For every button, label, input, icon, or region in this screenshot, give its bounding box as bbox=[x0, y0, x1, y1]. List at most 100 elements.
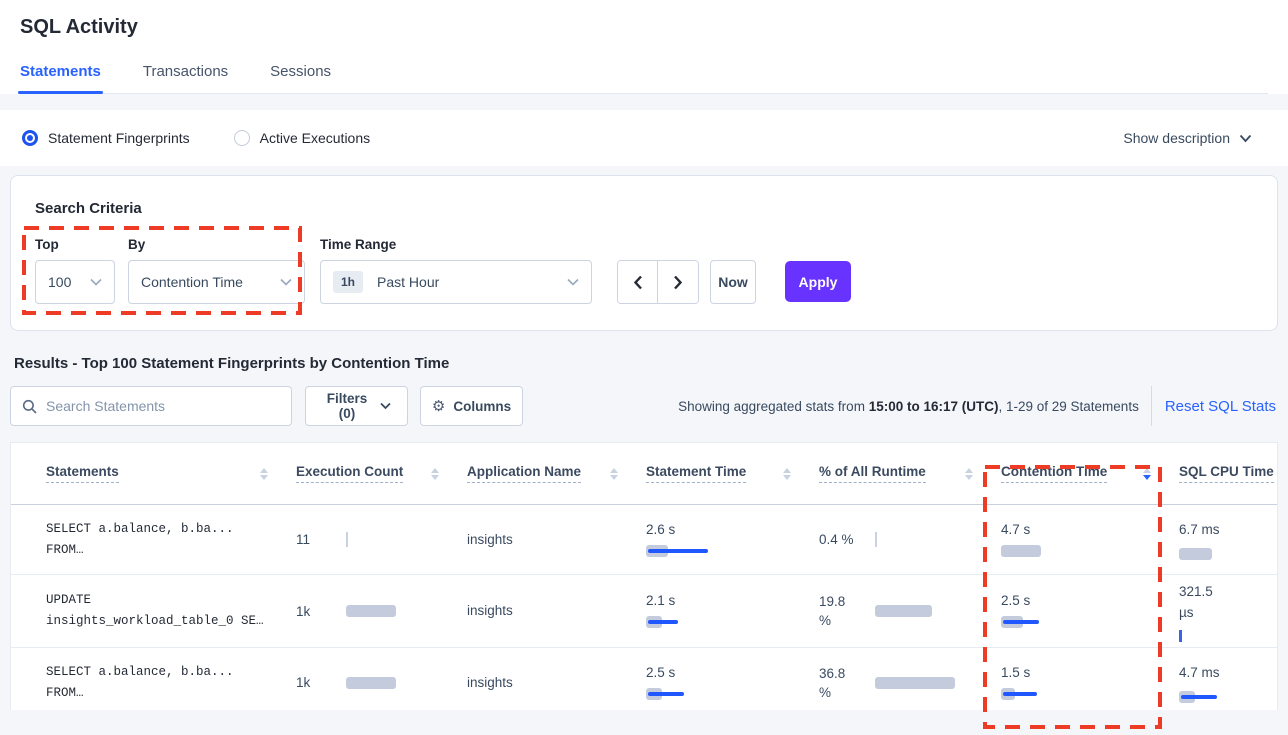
radio-label: Statement Fingerprints bbox=[48, 130, 190, 146]
sort-caret-icon[interactable] bbox=[965, 467, 973, 480]
value-bar bbox=[346, 532, 348, 547]
time-range-badge: 1h bbox=[333, 271, 364, 293]
radio-label: Active Executions bbox=[259, 130, 371, 146]
cell-value: 4.7 ms bbox=[1179, 664, 1220, 680]
sort-caret-icon[interactable] bbox=[1143, 467, 1151, 480]
reset-sql-stats-link[interactable]: Reset SQL Stats bbox=[1164, 397, 1276, 415]
aggregated-stats-text: Showing aggregated stats from 15:00 to 1… bbox=[678, 398, 1139, 414]
time-range-value: Past Hour bbox=[377, 274, 440, 290]
column-label: % of All Runtime bbox=[819, 464, 926, 483]
contention-time-cell: 2.5 s bbox=[1001, 593, 1179, 629]
statement-fingerprint-link[interactable]: UPDATE insights_workload_table_0 SE… bbox=[46, 593, 264, 628]
table-row: SELECT a.balance, b.ba... FROM… 11 insights… bbox=[11, 505, 1277, 575]
value-bar bbox=[346, 604, 396, 618]
value-bar bbox=[875, 532, 877, 547]
pct-runtime-cell: 19.8 % bbox=[819, 592, 1001, 630]
page-header: SQL Activity Statements Transactions Ses… bbox=[0, 0, 1288, 94]
search-criteria-heading: Search Criteria bbox=[35, 200, 142, 217]
filters-label: Filters (0) bbox=[326, 391, 368, 421]
cell-value: insights bbox=[467, 531, 513, 547]
application-name-cell: insights bbox=[467, 531, 646, 549]
chevron-down-icon bbox=[380, 402, 391, 410]
cell-value: 11 bbox=[296, 532, 311, 547]
radio-statement-fingerprints[interactable]: Statement Fingerprints bbox=[22, 130, 190, 146]
filters-button[interactable]: Filters (0) bbox=[305, 386, 408, 426]
execution-count-cell: 1k bbox=[296, 604, 467, 619]
divider bbox=[1150, 386, 1152, 426]
view-toggle-bar: Statement Fingerprints Active Executions… bbox=[0, 110, 1288, 166]
pct-runtime-cell: 36.8 % bbox=[819, 664, 1001, 702]
value-bar bbox=[1001, 687, 1037, 701]
cell-value: 2.1 s bbox=[646, 593, 676, 608]
tab-bar: Statements Transactions Sessions bbox=[18, 63, 1268, 94]
search-statements-input[interactable] bbox=[46, 398, 280, 414]
columns-button[interactable]: ⚙ Columns bbox=[420, 386, 523, 426]
page-title: SQL Activity bbox=[20, 16, 138, 38]
cell-value: 2.6 s bbox=[646, 521, 676, 537]
value-bar bbox=[646, 544, 708, 558]
by-select[interactable]: Contention Time bbox=[128, 260, 305, 304]
statement-time-cell: 2.5 s bbox=[646, 665, 819, 701]
cell-value: 1k bbox=[296, 603, 311, 619]
column-header-sql-cpu-time[interactable]: SQL CPU Time bbox=[1179, 464, 1277, 483]
gear-icon: ⚙ bbox=[431, 398, 446, 415]
radio-selected-icon[interactable] bbox=[22, 130, 38, 146]
chevron-down-icon bbox=[280, 278, 292, 286]
value-bar bbox=[346, 676, 396, 690]
sort-caret-icon[interactable] bbox=[260, 467, 268, 480]
sql-cpu-time-cell: 321.5 µs bbox=[1179, 581, 1277, 642]
radio-unselected-icon[interactable] bbox=[233, 130, 250, 146]
tab-sessions[interactable]: Sessions bbox=[270, 63, 332, 80]
time-range-label: Time Range bbox=[320, 237, 397, 252]
cell-value: 36.8 % bbox=[819, 665, 846, 700]
top-select[interactable]: 100 bbox=[35, 260, 115, 304]
column-header-statements[interactable]: Statements bbox=[46, 464, 296, 483]
results-toolbar: Filters (0) ⚙ Columns Showing aggregated… bbox=[10, 386, 1278, 426]
time-range-select[interactable]: 1h Past Hour bbox=[320, 260, 592, 304]
value-bar bbox=[875, 676, 955, 690]
apply-button[interactable]: Apply bbox=[785, 261, 851, 302]
cell-value: 6.7 ms bbox=[1179, 521, 1220, 537]
column-label: Application Name bbox=[467, 464, 582, 483]
cell-value: 1.5 s bbox=[1001, 664, 1031, 680]
sql-cpu-time-cell: 4.7 ms bbox=[1179, 662, 1277, 704]
sort-caret-icon[interactable] bbox=[610, 467, 618, 480]
column-header-contention-time[interactable]: Contention Time bbox=[1001, 464, 1179, 483]
table-row: UPDATE insights_workload_table_0 SE… 1k ins… bbox=[11, 575, 1277, 648]
statement-fingerprint-link[interactable]: SELECT a.balance, b.ba... FROM… bbox=[46, 664, 234, 700]
cell-value: 2.5 s bbox=[1001, 593, 1031, 608]
top-label: Top bbox=[35, 237, 59, 252]
chevron-left-icon bbox=[633, 275, 642, 289]
column-label: Statement Time bbox=[646, 464, 747, 483]
cell-value: insights bbox=[467, 674, 513, 690]
search-statements-box[interactable] bbox=[10, 386, 292, 426]
pct-runtime-cell: 0.4 % bbox=[819, 530, 1001, 549]
tab-statements[interactable]: Statements bbox=[18, 63, 103, 94]
sql-cpu-time-cell: 6.7 ms bbox=[1179, 519, 1277, 561]
column-label: Contention Time bbox=[1001, 464, 1108, 483]
next-time-button[interactable] bbox=[658, 261, 698, 303]
prev-time-button[interactable] bbox=[618, 261, 658, 303]
radio-active-executions[interactable]: Active Executions bbox=[233, 130, 371, 146]
column-header-application-name[interactable]: Application Name bbox=[467, 464, 646, 483]
tab-transactions[interactable]: Transactions bbox=[142, 63, 229, 80]
table-row: SELECT a.balance, b.ba... FROM… 1k insights… bbox=[11, 648, 1277, 710]
value-bar bbox=[1179, 690, 1217, 704]
execution-count-cell: 11 bbox=[296, 532, 467, 547]
column-header-execution-count[interactable]: Execution Count bbox=[296, 464, 467, 483]
sort-caret-icon[interactable] bbox=[783, 467, 791, 480]
time-range-field-group: Time Range 1h Past Hour bbox=[320, 237, 592, 304]
top-field-group: Top 100 bbox=[35, 237, 115, 304]
table-body: SELECT a.balance, b.ba... FROM… 11 insights… bbox=[11, 505, 1277, 710]
cell-value: 0.4 % bbox=[819, 532, 854, 547]
show-description-toggle[interactable]: Show description bbox=[1123, 130, 1266, 146]
column-label: Execution Count bbox=[296, 464, 404, 483]
now-button[interactable]: Now bbox=[710, 260, 756, 304]
column-header-statement-time[interactable]: Statement Time bbox=[646, 464, 819, 483]
column-header-of-all-runtime[interactable]: % of All Runtime bbox=[819, 464, 1001, 483]
results-heading: Results - Top 100 Statement Fingerprints… bbox=[14, 355, 450, 372]
sort-caret-icon[interactable] bbox=[431, 467, 439, 480]
statement-fingerprint-link[interactable]: SELECT a.balance, b.ba... FROM… bbox=[46, 521, 234, 557]
value-bar bbox=[646, 687, 684, 701]
chevron-down-icon bbox=[90, 278, 102, 286]
